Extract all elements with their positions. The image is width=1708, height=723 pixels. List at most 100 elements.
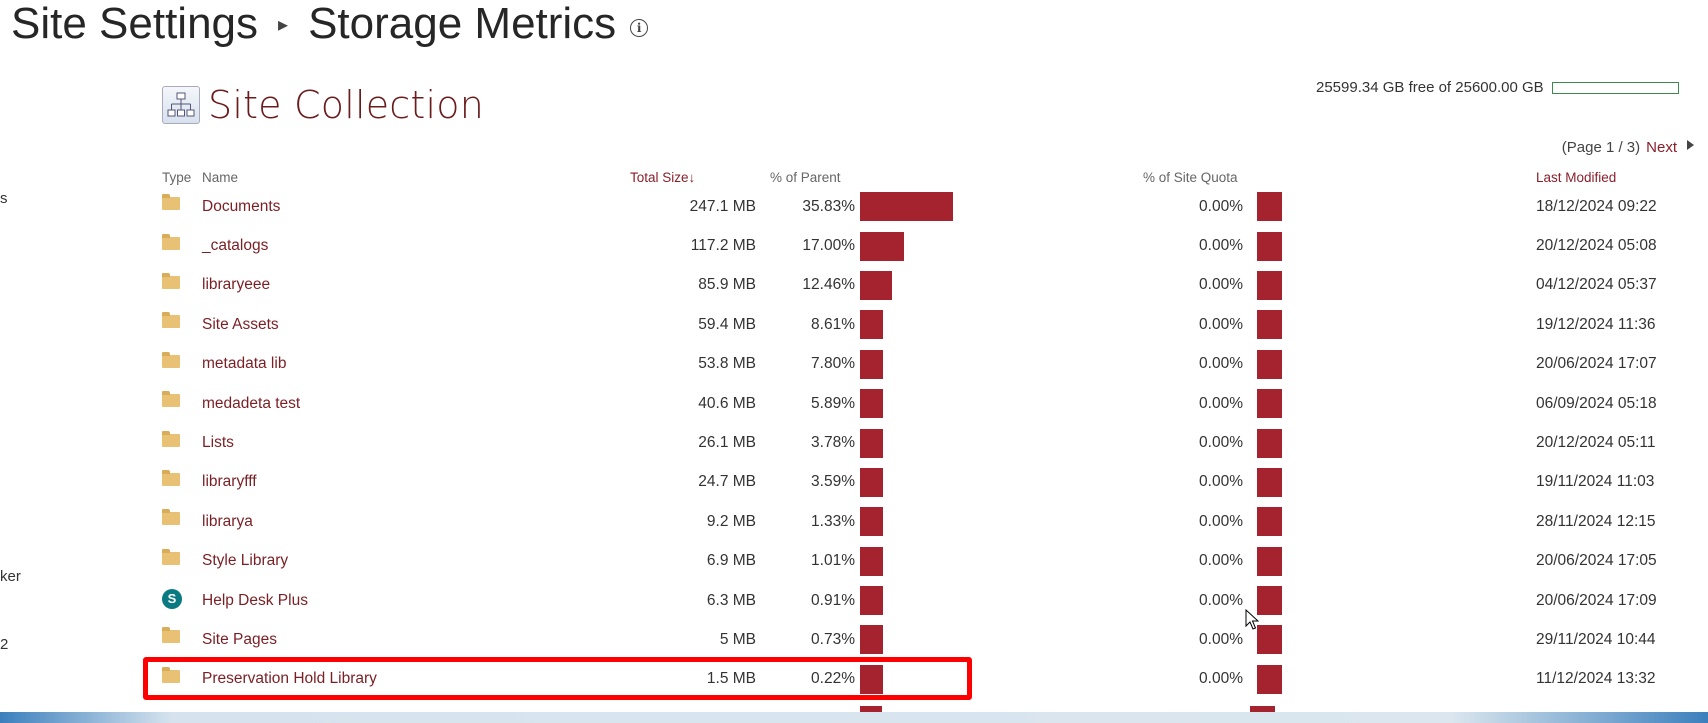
- column-header-pct-site-quota[interactable]: % of Site Quota: [1143, 169, 1238, 185]
- item-name-link[interactable]: metadata lib: [202, 355, 287, 373]
- item-name-link[interactable]: medadeta test: [202, 394, 301, 412]
- pct-site-quota-cell: 0.00%: [1199, 473, 1243, 491]
- section-title: Site Collection: [208, 83, 484, 127]
- left-nav-fragment[interactable]: s: [0, 190, 8, 207]
- item-name-link[interactable]: Site Pages: [202, 630, 277, 648]
- pct-site-quota-cell: 0.00%: [1199, 237, 1243, 255]
- item-name-link[interactable]: _catalogs: [202, 237, 269, 255]
- pct-parent-cell: 17.00%: [802, 237, 855, 255]
- total-size-cell: 9.2 MB: [706, 512, 756, 530]
- left-nav-fragment[interactable]: 2: [0, 636, 9, 653]
- table-row: S Help Desk Plus 6.3 MB 0.91% 0.00% 20/06/202…: [162, 581, 1706, 620]
- left-nav-fragment[interactable]: ker: [0, 568, 21, 585]
- name-cell: libraryfff: [202, 463, 630, 502]
- column-header-pct-parent-bar: [860, 167, 1143, 187]
- mouse-cursor-icon: [1245, 609, 1259, 630]
- total-size-cell: 6.9 MB: [706, 552, 756, 570]
- pct-parent-bar: [860, 192, 953, 222]
- pct-parent-bar-cell: [860, 502, 1143, 541]
- total-size-cell: 5 MB: [719, 630, 756, 648]
- pct-site-quota-bar: [1257, 586, 1282, 616]
- column-header-pct-parent[interactable]: % of Parent: [770, 169, 841, 185]
- column-header-last-modified[interactable]: Last Modified: [1536, 169, 1617, 185]
- info-icon[interactable]: i: [630, 19, 649, 37]
- type-cell: [162, 226, 202, 265]
- name-cell: metadata lib: [202, 345, 630, 384]
- pct-site-quota-cell: 0.00%: [1199, 434, 1243, 452]
- pct-site-quota-bar: [1257, 192, 1282, 222]
- pct-parent-cell: 3.59%: [811, 473, 855, 491]
- name-cell: medadeta test: [202, 384, 630, 423]
- pct-site-quota-bar: [1257, 625, 1282, 655]
- item-name-link[interactable]: Help Desk Plus: [202, 591, 308, 609]
- column-header-quota-bar: [1257, 167, 1536, 187]
- breadcrumb-separator-icon: ▸: [278, 13, 289, 36]
- pct-parent-bar: [860, 586, 883, 616]
- breadcrumb-site-settings[interactable]: Site Settings: [11, 0, 259, 48]
- item-name-link[interactable]: Preservation Hold Library: [202, 670, 377, 688]
- table-row: Lists 26.1 MB 3.78% 0.00% 20/12/2024 05:11: [162, 423, 1706, 462]
- pct-parent-bar-cell: [860, 463, 1143, 502]
- total-size-label[interactable]: Total Size: [630, 169, 689, 185]
- pct-parent-bar: [860, 546, 883, 576]
- pct-parent-bar: [860, 349, 883, 379]
- type-cell: [162, 660, 202, 699]
- item-name-link[interactable]: Lists: [202, 434, 234, 452]
- name-cell: Lists: [202, 423, 630, 462]
- folder-icon: [162, 548, 180, 565]
- pct-site-quota-bar-cell: [1257, 502, 1536, 541]
- item-name-link[interactable]: libraryfff: [202, 473, 257, 491]
- pct-parent-bar-cell: [860, 423, 1143, 462]
- pct-site-quota-bar-cell: [1257, 463, 1536, 502]
- folder-icon: [162, 233, 180, 250]
- last-modified-cell: 11/12/2024 13:32: [1536, 670, 1656, 688]
- pct-parent-cell: 3.78%: [811, 434, 855, 452]
- folder-icon: [162, 430, 180, 447]
- table-row: Site Assets 59.4 MB 8.61% 0.00% 19/12/2024 1…: [162, 305, 1706, 344]
- total-size-cell: 117.2 MB: [690, 237, 756, 255]
- storage-metrics-table: Type Name Total Size↓ % of Parent % of S…: [162, 167, 1706, 699]
- partial-bar: [860, 706, 882, 712]
- table-row: librarya 9.2 MB 1.33% 0.00% 28/11/2024 12:15: [162, 502, 1706, 541]
- total-size-cell: 6.3 MB: [706, 591, 756, 609]
- last-modified-cell: 28/11/2024 12:15: [1536, 512, 1656, 530]
- pct-site-quota-cell: 0.00%: [1199, 394, 1243, 412]
- column-header-name[interactable]: Name: [202, 169, 239, 185]
- pct-site-quota-cell: 0.00%: [1199, 591, 1243, 609]
- page-indicator: (Page 1 / 3): [1561, 139, 1641, 156]
- name-cell: Site Pages: [202, 620, 630, 659]
- quota-text: 25599.34 GB free of 25600.00 GB: [1316, 79, 1544, 96]
- type-cell: [162, 463, 202, 502]
- item-name-link[interactable]: librarya: [202, 512, 253, 530]
- pct-site-quota-cell: 0.00%: [1199, 315, 1243, 333]
- next-page-link[interactable]: Next: [1646, 139, 1677, 156]
- next-arrow-icon[interactable]: [1687, 139, 1694, 150]
- folder-icon: [162, 627, 180, 644]
- item-name-link[interactable]: libraryeee: [202, 276, 271, 294]
- pct-parent-bar-cell: [860, 187, 1143, 226]
- pct-parent-cell: 12.46%: [802, 276, 855, 294]
- total-size-cell: 1.5 MB: [706, 670, 756, 688]
- name-cell: librarya: [202, 502, 630, 541]
- pct-parent-bar: [860, 389, 883, 419]
- item-name-link[interactable]: Site Assets: [202, 315, 279, 333]
- pct-parent-bar: [860, 310, 883, 340]
- type-cell: [162, 187, 202, 226]
- name-cell: Help Desk Plus: [202, 581, 630, 620]
- page-title: Site Settings ▸ Storage Metrics i: [11, 0, 649, 54]
- pct-site-quota-bar: [1257, 428, 1282, 458]
- folder-icon: [162, 351, 180, 368]
- item-name-link[interactable]: Style Library: [202, 552, 289, 570]
- folder-icon: [162, 509, 180, 526]
- column-header-total-size[interactable]: Total Size↓: [630, 167, 770, 187]
- pct-site-quota-bar-cell: [1257, 305, 1536, 344]
- pct-parent-cell: 8.61%: [811, 315, 855, 333]
- total-size-cell: 24.7 MB: [698, 473, 756, 491]
- last-modified-cell: 04/12/2024 05:37: [1536, 276, 1657, 294]
- item-name-link[interactable]: Documents: [202, 197, 281, 215]
- type-cell: [162, 542, 202, 581]
- pct-parent-bar-cell: [860, 581, 1143, 620]
- pct-site-quota-cell: 0.00%: [1199, 630, 1243, 648]
- table-header-row: Type Name Total Size↓ % of Parent % of S…: [162, 167, 1706, 187]
- last-modified-cell: 19/12/2024 11:36: [1536, 315, 1656, 333]
